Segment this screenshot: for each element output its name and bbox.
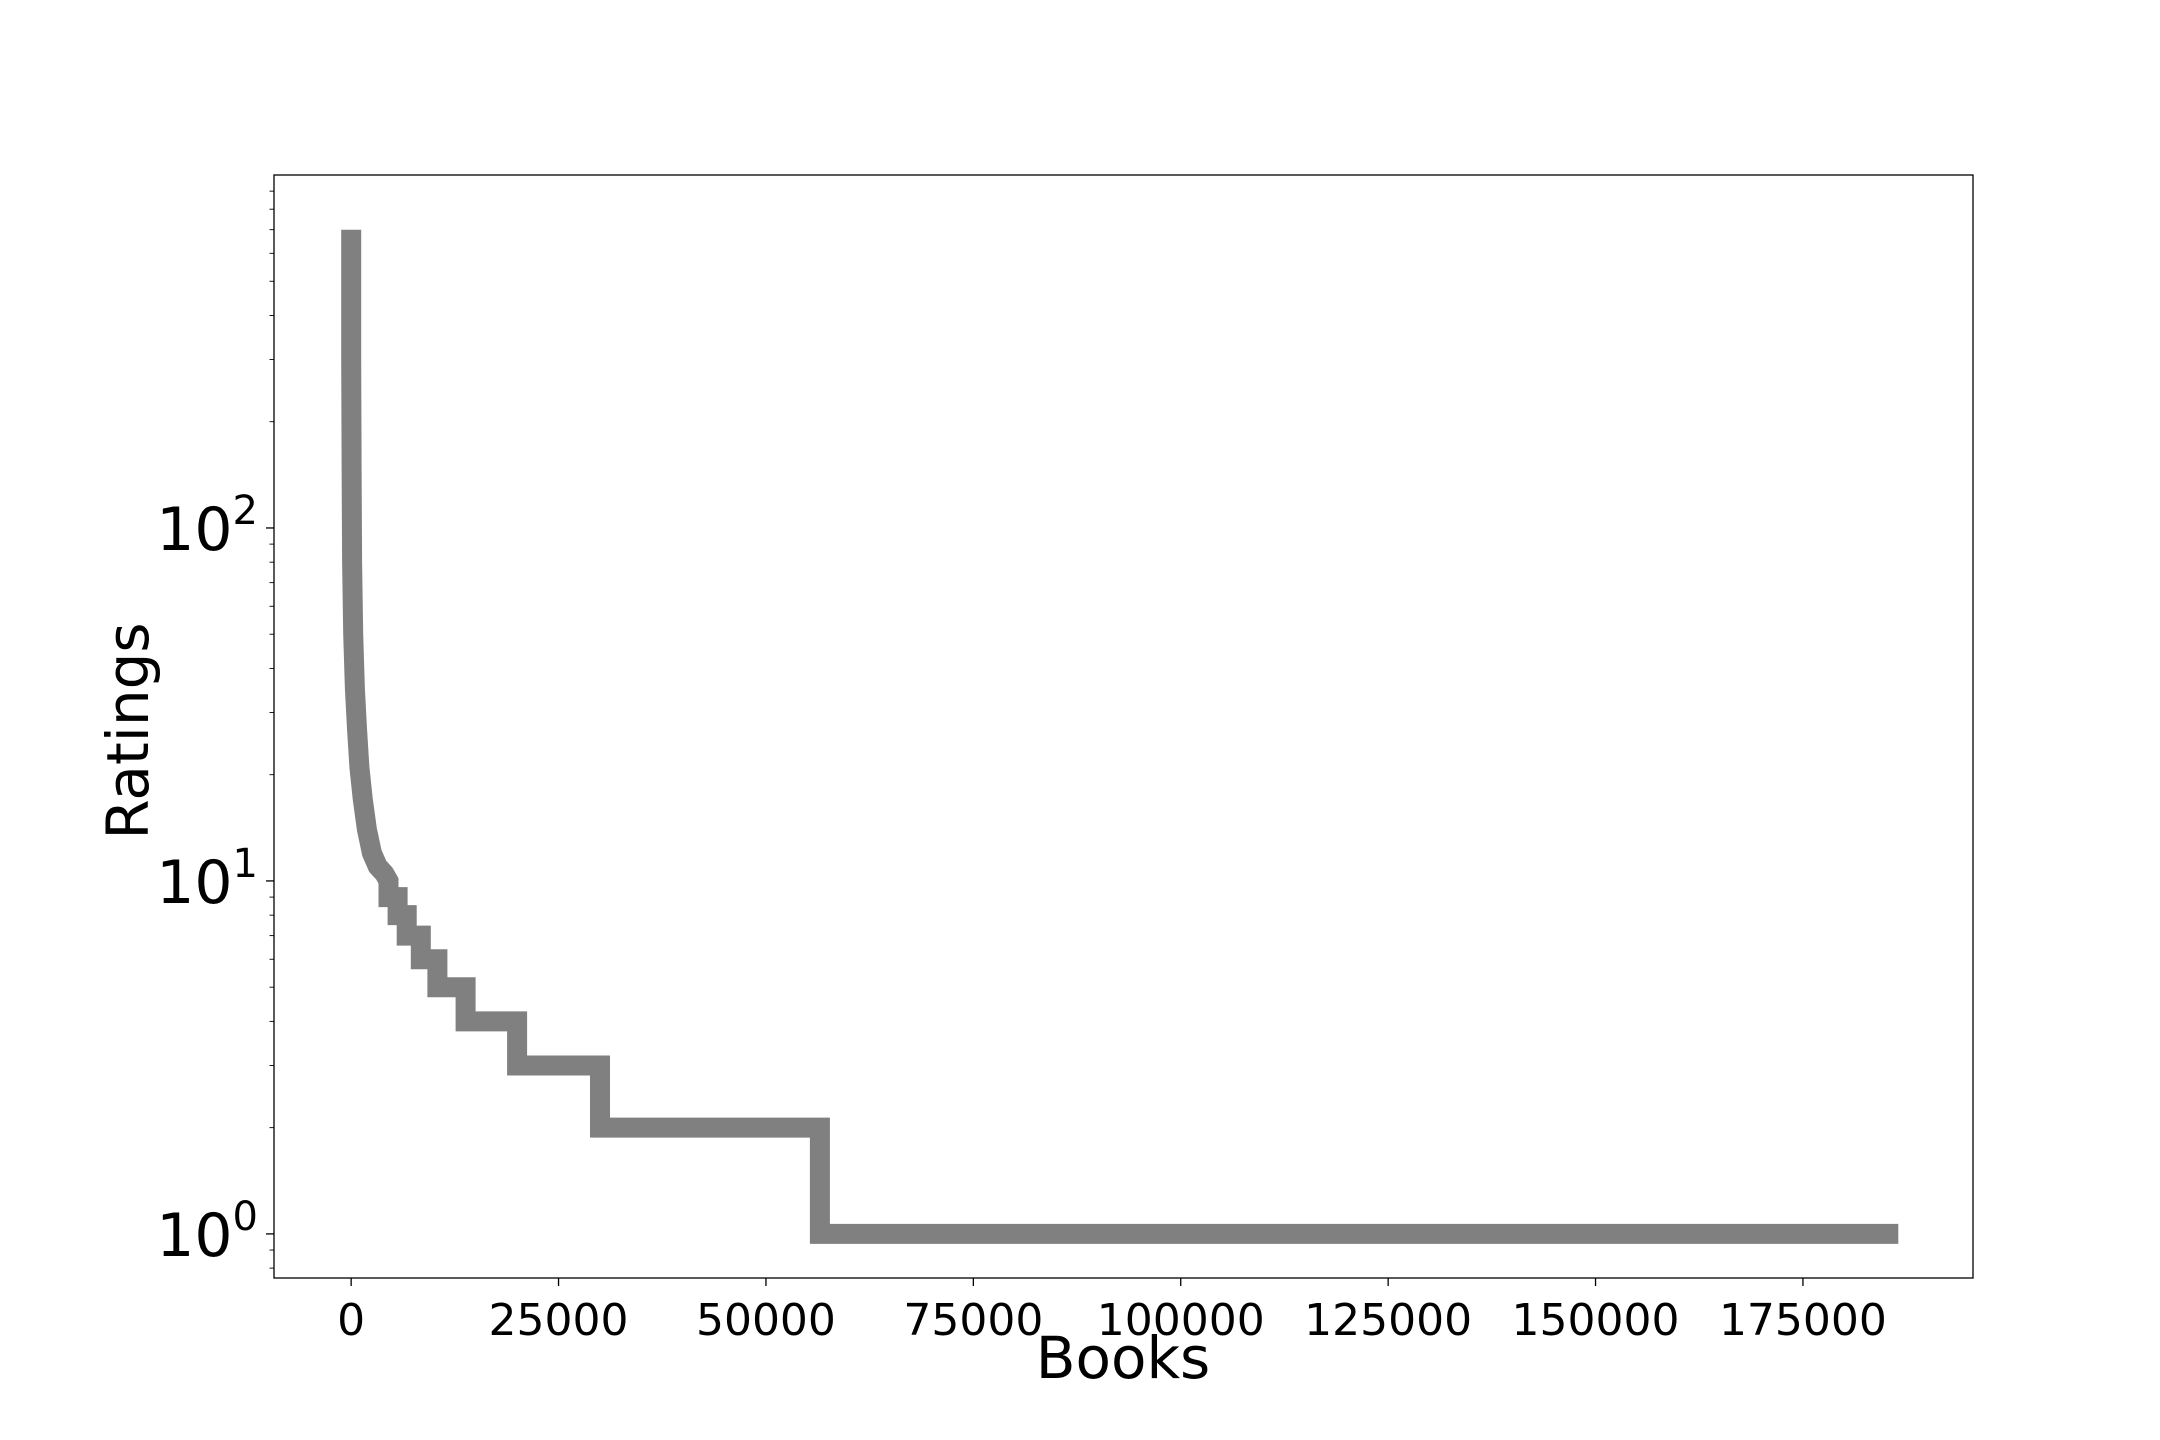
x-tick-label: 150000	[1512, 1295, 1680, 1346]
y-ticks-group: 100 101 102	[156, 190, 274, 1271]
x-tick-label: 175000	[1719, 1295, 1887, 1346]
x-tick-label: 75000	[903, 1295, 1043, 1346]
plot-frame	[273, 174, 1974, 1279]
series-line-0	[341, 229, 1899, 1244]
x-tick-label: 125000	[1304, 1295, 1472, 1346]
x-axis-title: Books	[1036, 1324, 1211, 1392]
y-tick-label: 102	[156, 488, 258, 565]
x-tick-label: 0	[337, 1295, 365, 1346]
y-tick-label: 100	[156, 1194, 258, 1271]
x-ticks-group: 0 25000 50000 75000 100000 125000 150000 175000	[337, 1278, 1887, 1346]
y-axis-title: Ratings	[94, 622, 162, 839]
x-tick-label: 25000	[489, 1295, 629, 1346]
plot-lines-group	[341, 229, 1899, 1244]
x-tick-label: 50000	[696, 1295, 836, 1346]
y-tick-label: 101	[156, 841, 258, 918]
x-tick-label: 100000	[1097, 1295, 1265, 1346]
